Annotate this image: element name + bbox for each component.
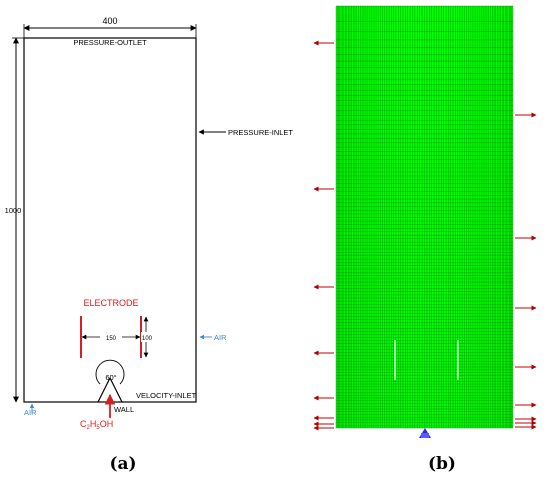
panel-b: (b) (313, 5, 537, 474)
fuel-oh: OH (100, 419, 114, 429)
nozzle-wall (97, 377, 111, 403)
gap-label-bg (100, 332, 122, 342)
caption-a: (a) (109, 454, 136, 474)
electrode-length-label: 100 (142, 336, 153, 342)
fuel-c: C (80, 419, 87, 429)
mesh-grid (335, 5, 514, 429)
fuel-h: H (90, 419, 97, 429)
fuel-inlet-marker-base (421, 433, 429, 438)
right-air-label: AIR (214, 333, 227, 342)
height-dimension-label: 1000 (5, 206, 22, 215)
electrode-gap-label: 150 (106, 336, 117, 342)
domain-boundary (23, 37, 197, 403)
fuel-label: C2H5OH (80, 419, 113, 431)
caption-b: (b) (428, 454, 456, 474)
side-boundary-label: PRESSURE-INLET (228, 128, 293, 137)
fuel-sub1: 2 (87, 425, 91, 431)
length-label-bg (141, 332, 153, 342)
boundary-arrows (313, 40, 537, 431)
nozzle-wall-right (109, 377, 123, 403)
wall-label: WALL (114, 405, 134, 414)
panel-a: 400 PRESSURE-OUTLET 1000 PRESSURE-INLET … (5, 16, 294, 474)
top-boundary-label: PRESSURE-OUTLET (73, 38, 147, 47)
left-air-label: AIR (24, 408, 37, 417)
electrode-label: ELECTRODE (83, 298, 138, 308)
angle-arc (95, 359, 125, 385)
width-dimension-label: 400 (102, 16, 117, 26)
bottom-boundary-label: VELOCITY-INLET (136, 391, 197, 400)
fuel-sub2: 5 (96, 425, 100, 431)
angle-label: 60° (105, 373, 116, 382)
